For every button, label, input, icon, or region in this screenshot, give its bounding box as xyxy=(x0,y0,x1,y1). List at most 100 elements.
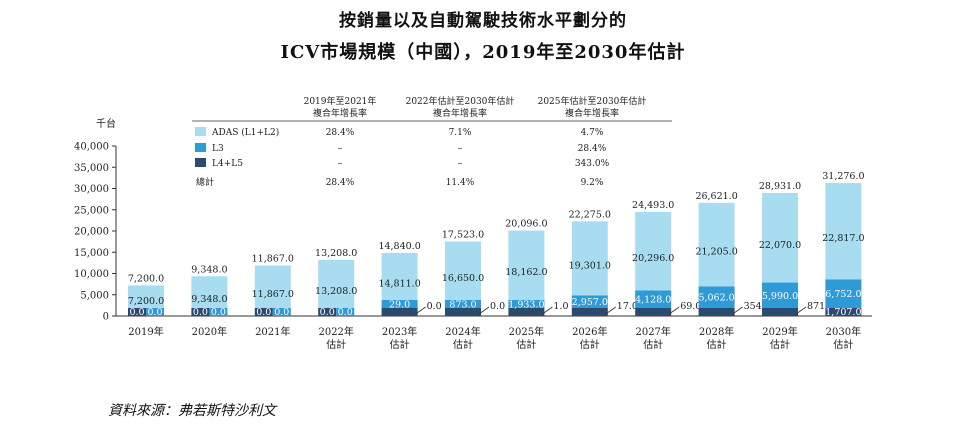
adas-value-label: 16,650.0 xyxy=(442,273,484,284)
total-label: 13,208.0 xyxy=(315,248,357,259)
x-tick-label: 2026年 xyxy=(572,325,607,338)
total-label: 20,096.0 xyxy=(505,219,547,230)
legend-label: L3 xyxy=(212,144,224,154)
cagr-value: 11.4% xyxy=(446,178,475,188)
l4-l5-leader-line xyxy=(415,306,426,315)
x-tick-label: 估計 xyxy=(770,338,790,351)
bar-segment-l3 xyxy=(698,286,735,308)
x-tick-label: 2021年 xyxy=(255,325,290,338)
legend-label: ADAS (L1+L2) xyxy=(211,127,279,138)
l4-l5-value-label: 69.0 xyxy=(680,301,701,312)
l3-value-label: 4,128.0 xyxy=(635,295,671,306)
bar-segment-l3 xyxy=(635,290,672,308)
source-note: 資料來源：弗若斯特沙利文 xyxy=(108,403,276,419)
chart-title-line2: ICV市場規模（中國），2019年至2030年估計 xyxy=(280,42,686,63)
bar-segment-l3 xyxy=(762,282,798,308)
bar-segment-l4-l5 xyxy=(762,308,798,316)
bar-segment-l3 xyxy=(272,308,291,316)
l3-value-label: 29.0 xyxy=(389,300,410,311)
y-tick-label: 40,000 xyxy=(74,142,109,153)
bar-segment-l3 xyxy=(381,300,418,308)
total-label: 22,275.0 xyxy=(569,209,611,220)
bar-segment-adas xyxy=(571,221,608,296)
l4-l5-value-label: 871.0 xyxy=(807,301,834,312)
l4-l5-value-label: 0.0 xyxy=(320,307,335,318)
bar-segment-l4-l5 xyxy=(318,308,337,316)
x-tick-label: 估計 xyxy=(643,338,663,351)
x-tick-label: 估計 xyxy=(516,338,536,351)
x-tick-label: 2024年 xyxy=(445,325,480,338)
cagr-value: 7.1% xyxy=(449,128,472,138)
bar-segment-l3 xyxy=(571,295,608,308)
l3-value-label: 6,752.0 xyxy=(825,289,861,300)
bar-segment-l3 xyxy=(508,299,545,308)
cagr-header-sub: 複合年增長率 xyxy=(565,107,619,119)
l4-l5-leader-line xyxy=(795,306,807,315)
bar-segment-adas xyxy=(698,202,735,287)
l4-l5-value-label: 0.0 xyxy=(427,301,442,312)
cagr-value: 28.4% xyxy=(326,178,355,188)
cagr-value: – xyxy=(338,159,343,169)
adas-value-label: 14,811.0 xyxy=(378,278,420,289)
total-label: 7,200.0 xyxy=(128,273,164,284)
bar-segment-l4-l5 xyxy=(635,308,672,316)
l4-l5-leader-line xyxy=(668,306,680,315)
bar-segment-l4-l5 xyxy=(445,308,481,316)
bar-segment-adas xyxy=(191,276,228,308)
bar-segment-l4-l5 xyxy=(571,308,608,316)
adas-value-label: 18,162.0 xyxy=(505,267,547,278)
cagr-value: 28.4% xyxy=(326,128,355,138)
cagr-header-period: 2019年至2021年 xyxy=(304,95,377,107)
l4-l5-value-label: 17.0 xyxy=(617,301,638,312)
cagr-header-sub: 複合年增長率 xyxy=(313,107,367,119)
bar-segment-l3 xyxy=(336,308,355,316)
bar-segment-adas xyxy=(762,193,798,283)
l4-l5-leader-line xyxy=(542,306,553,315)
cagr-header-period: 2022年估計至2030年估計 xyxy=(406,95,515,107)
y-tick-label: 25,000 xyxy=(74,205,109,216)
l4-l5-value-label: 354.0 xyxy=(744,301,771,312)
bar-segment-l4-l5 xyxy=(254,308,273,316)
l4-l5-value-label: 0.0 xyxy=(256,307,271,318)
y-axis-label: 千台 xyxy=(96,117,116,130)
bar-segment-adas xyxy=(508,230,545,300)
l3-value-label: 0.0 xyxy=(274,307,289,318)
bar-segment-adas xyxy=(825,183,862,280)
l3-value-label: 5,990.0 xyxy=(762,291,798,302)
y-tick-label: 20,000 xyxy=(74,227,109,238)
x-tick-label: 2028年 xyxy=(699,325,734,338)
adas-value-label: 21,205.0 xyxy=(695,247,737,258)
bar-segment-adas xyxy=(381,252,418,300)
l3-value-label: 0.0 xyxy=(147,307,162,318)
x-tick-label: 2027年 xyxy=(635,325,670,338)
cagr-value: 4.7% xyxy=(581,128,604,138)
bar-segment-adas xyxy=(318,259,355,308)
y-tick-label: 0 xyxy=(103,312,109,323)
adas-value-label: 7,200.0 xyxy=(128,296,164,307)
x-tick-label: 2030年 xyxy=(826,325,861,338)
x-tick-label: 2029年 xyxy=(762,325,797,338)
x-tick-label: 估計 xyxy=(833,338,853,351)
x-tick-label: 估計 xyxy=(580,338,600,351)
x-tick-label: 估計 xyxy=(453,338,473,351)
x-tick-label: 2020年 xyxy=(192,325,227,338)
l4-l5-leader-line xyxy=(732,306,743,315)
cagr-value: 9.2% xyxy=(581,178,604,188)
adas-value-label: 22,817.0 xyxy=(822,233,864,244)
bar-segment-l4-l5 xyxy=(825,308,862,316)
adas-value-label: 13,208.0 xyxy=(315,286,357,297)
l3-value-label: 1,933.0 xyxy=(508,299,544,310)
x-tick-label: 估計 xyxy=(390,338,410,351)
bar-segment-l3 xyxy=(445,300,481,308)
y-tick-label: 10,000 xyxy=(74,269,109,280)
x-tick-label: 2025年 xyxy=(509,325,544,338)
l4-l5-value-label: 0.0 xyxy=(490,301,505,312)
bar-segment-adas xyxy=(445,241,481,300)
y-tick-label: 30,000 xyxy=(74,184,109,195)
y-tick-label: 5,000 xyxy=(80,290,109,301)
cagr-header-period: 2025年估計至2030年估計 xyxy=(538,95,647,107)
total-label: 26,621.0 xyxy=(695,191,737,202)
bar-segment-l4-l5 xyxy=(128,308,146,316)
l4-l5-leader-line xyxy=(478,306,490,315)
l3-value-label: 873.0 xyxy=(449,300,476,311)
